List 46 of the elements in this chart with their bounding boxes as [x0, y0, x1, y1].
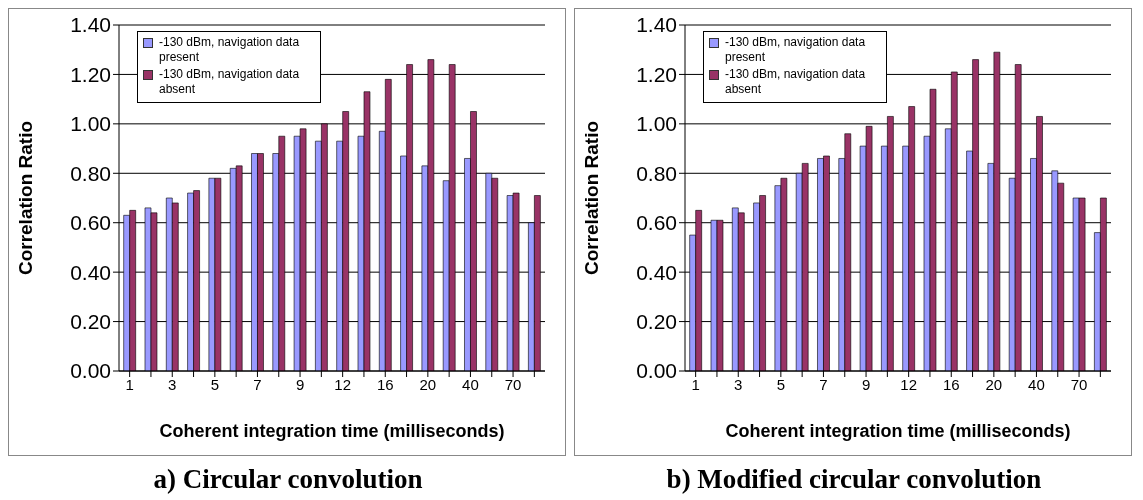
x-tick-label: 16 — [376, 375, 394, 393]
y-tick-label: 0.40 — [70, 260, 111, 284]
y-tick-label: 0.00 — [70, 359, 111, 383]
x-tick-label: 20 — [419, 375, 437, 393]
text: b) Modified circular convolution — [665, 464, 1043, 495]
x-tick-label: 12 — [900, 375, 917, 393]
x-tick-label: 5 — [210, 375, 220, 393]
legend-label: -130 dBm, navigation data absent — [159, 67, 301, 97]
legend-label: -130 dBm, navigation data absent — [725, 67, 867, 97]
y-tick-label: 0.40 — [636, 260, 677, 284]
y-tick-label: 0.80 — [636, 161, 677, 185]
y-tick-label: 1.20 — [70, 62, 111, 86]
x-tick-label: 40 — [1028, 375, 1045, 393]
y-tick-label: 1.40 — [70, 13, 111, 37]
x-axis-title: Coherent integration time (milliseconds) — [159, 421, 505, 441]
x-axis-title: Coherent integration time (milliseconds) — [725, 421, 1071, 441]
x-tick-label: 1 — [691, 375, 700, 393]
x-tick-label: 40 — [462, 375, 479, 393]
x-tick-label: 3 — [734, 375, 743, 393]
legend-label: -130 dBm, navigation data present — [159, 35, 301, 65]
legend-label: -130 dBm, navigation data present — [725, 35, 867, 65]
y-tick-label: 0.00 — [636, 359, 677, 383]
y-axis-title: Correlation Ratio — [14, 120, 36, 276]
x-tick-label: 7 — [819, 375, 828, 393]
y-tick-label: 1.20 — [636, 62, 677, 86]
x-tick-label: 9 — [295, 375, 305, 393]
x-tick-label: 12 — [334, 375, 351, 393]
y-tick-label: 0.60 — [70, 211, 111, 235]
y-tick-label: 0.60 — [636, 211, 677, 235]
y-tick-label: 0.80 — [70, 161, 111, 185]
y-tick-label: 1.40 — [636, 13, 677, 37]
x-tick-label: 16 — [942, 375, 960, 393]
x-tick-label: 7 — [253, 375, 262, 393]
x-tick-label: 70 — [504, 375, 522, 393]
x-tick-label: 3 — [168, 375, 177, 393]
x-tick-label: 1 — [125, 375, 134, 393]
y-axis-title: Correlation Ratio — [580, 120, 602, 276]
x-tick-label: 70 — [1070, 375, 1088, 393]
y-tick-label: 1.00 — [70, 112, 111, 136]
x-tick-label: 9 — [861, 375, 871, 393]
text: a) Circular convolution — [152, 464, 424, 495]
x-tick-label: 20 — [985, 375, 1003, 393]
y-tick-label: 0.20 — [636, 310, 677, 334]
y-tick-label: 1.00 — [636, 112, 677, 136]
y-tick-label: 0.20 — [70, 310, 111, 334]
x-tick-label: 5 — [776, 375, 786, 393]
